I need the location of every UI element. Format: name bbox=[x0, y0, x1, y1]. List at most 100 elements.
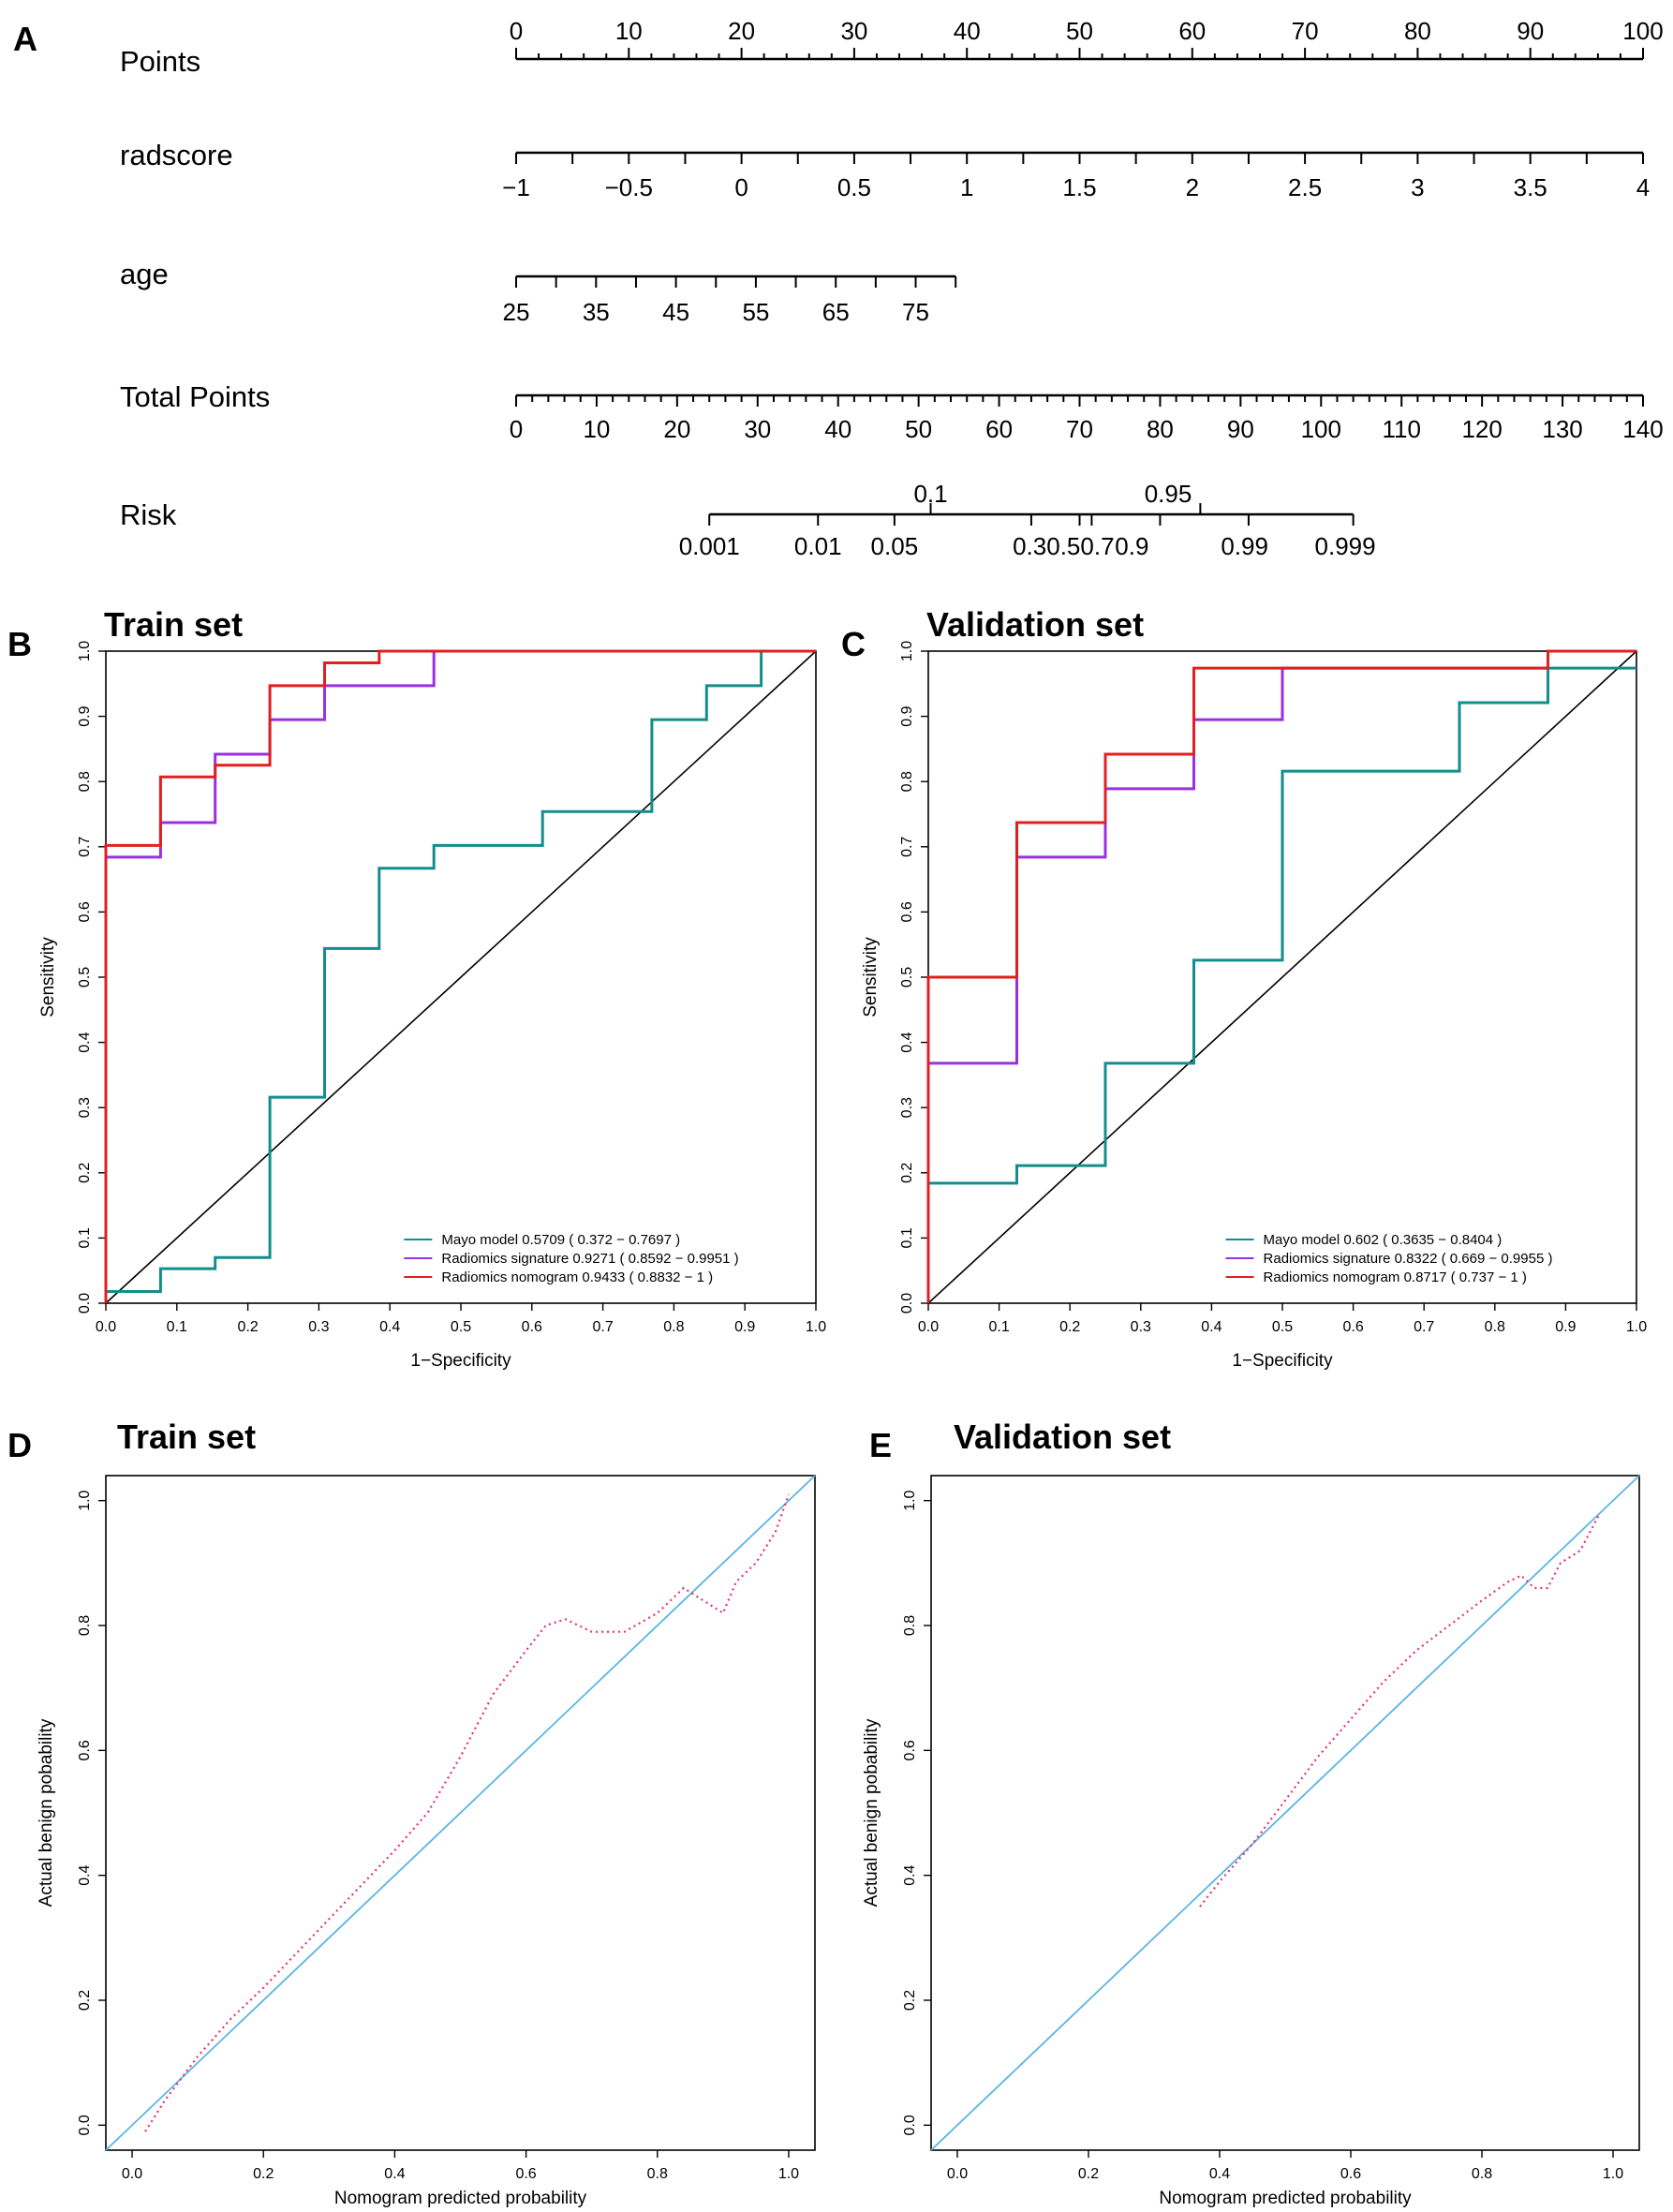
points-tick-label: 100 bbox=[1622, 17, 1663, 45]
y-tick-label: 0.1 bbox=[899, 1227, 915, 1248]
x-axis-label: Nomogram predicted probability bbox=[1159, 2189, 1412, 2208]
legend-entry: Radiomics signature 0.8322 ( 0.669 − 0.9… bbox=[1264, 1251, 1553, 1267]
age-tick-label: 35 bbox=[583, 298, 610, 326]
y-tick-label: 0.2 bbox=[77, 1990, 93, 2011]
panel-letter-b: B bbox=[7, 625, 32, 663]
panel-title: Train set bbox=[104, 605, 243, 644]
radscore-tick-label: 2.5 bbox=[1288, 173, 1322, 201]
y-tick-label: 0.8 bbox=[77, 771, 93, 792]
y-tick-label: 0.1 bbox=[77, 1227, 93, 1248]
x-tick-label: 0.0 bbox=[96, 1319, 116, 1335]
x-tick-label: 0.0 bbox=[947, 2166, 968, 2182]
y-axis-label: Actual benign pobability bbox=[862, 1718, 881, 1907]
radscore-tick-label: 1 bbox=[960, 173, 973, 201]
panel-letter-e: E bbox=[869, 1426, 892, 1464]
y-tick-label: 0.5 bbox=[77, 967, 93, 987]
x-tick-label: 0.8 bbox=[663, 1319, 684, 1335]
roc-curve-mayo-model bbox=[926, 666, 1636, 1303]
risk-tick-label-above: 0.1 bbox=[913, 480, 947, 508]
y-axis-label: Sensitivity bbox=[861, 937, 881, 1017]
age-tick-label: 55 bbox=[742, 298, 769, 326]
panel-title: Validation set bbox=[926, 605, 1144, 644]
roc-curve-mayo-model bbox=[104, 649, 816, 1303]
x-tick-label: 0.7 bbox=[1414, 1319, 1434, 1335]
y-tick-label: 0.4 bbox=[77, 1864, 93, 1885]
y-tick-label: 0.0 bbox=[77, 1293, 93, 1314]
total-points-tick-label: 60 bbox=[985, 415, 1013, 443]
total-points-tick-label: 10 bbox=[583, 415, 610, 443]
roc-curve-radiomics-nomogram bbox=[104, 649, 816, 1303]
y-tick-label: 0.0 bbox=[899, 1293, 915, 1314]
x-axis-label: Nomogram predicted probability bbox=[334, 2189, 587, 2208]
y-tick-label: 0.4 bbox=[899, 1032, 915, 1052]
risk-tick-label: 0.9 bbox=[1115, 532, 1148, 560]
ideal-reference-line bbox=[930, 1475, 1640, 2151]
panel-letter-a: A bbox=[13, 20, 37, 58]
risk-tick-label: 0.01 bbox=[794, 532, 842, 560]
points-tick-label: 0 bbox=[510, 17, 523, 45]
points-tick-label: 90 bbox=[1517, 17, 1544, 45]
x-tick-label: 0.6 bbox=[1340, 2166, 1361, 2182]
panel-letter-d: D bbox=[7, 1426, 32, 1464]
x-tick-label: 0.9 bbox=[734, 1319, 755, 1335]
risk-tick-label-above: 0.95 bbox=[1145, 480, 1192, 508]
total-points-tick-label: 50 bbox=[905, 415, 932, 443]
y-axis-label: Actual benign pobability bbox=[37, 1718, 56, 1907]
y-tick-label: 0.6 bbox=[899, 901, 915, 922]
panel-title: Train set bbox=[117, 1418, 256, 1456]
total-points-tick-label: 80 bbox=[1147, 415, 1174, 443]
plot-frame bbox=[105, 1475, 816, 2151]
plot-frame bbox=[930, 1475, 1640, 2151]
legend-entry: Radiomics nomogram 0.8717 ( 0.737 − 1 ) bbox=[1264, 1269, 1527, 1285]
total-points-tick-label: 120 bbox=[1461, 415, 1502, 443]
y-tick-label: 0.8 bbox=[77, 1615, 93, 1636]
calibration-validation-panel: Validation set 0.0 0.0 0.2 0.2 0.4 0.4 0.6 0.6 0.… bbox=[862, 1418, 1640, 2208]
points-tick-label: 50 bbox=[1066, 17, 1093, 45]
y-tick-label: 0.6 bbox=[77, 901, 93, 922]
x-tick-label: 0.2 bbox=[237, 1319, 258, 1335]
total-points-tick-label: 140 bbox=[1622, 415, 1663, 443]
x-tick-label: 0.2 bbox=[1078, 2166, 1099, 2182]
y-tick-label: 0.0 bbox=[902, 2115, 918, 2135]
points-tick-label: 70 bbox=[1292, 17, 1319, 45]
age-tick-label: 25 bbox=[503, 298, 530, 326]
legend-entry: Radiomics signature 0.9271 ( 0.8592 − 0.… bbox=[441, 1251, 738, 1267]
panel-title: Validation set bbox=[954, 1418, 1171, 1456]
total-points-tick-label: 70 bbox=[1066, 415, 1093, 443]
risk-tick-label: 0.99 bbox=[1221, 532, 1268, 560]
radscore-tick-label: 2 bbox=[1186, 173, 1199, 201]
x-tick-label: 0.8 bbox=[1472, 2166, 1492, 2182]
x-tick-label: 0.6 bbox=[522, 1319, 542, 1335]
x-tick-label: 0.0 bbox=[918, 1319, 939, 1335]
radscore-tick-label: 1.5 bbox=[1062, 173, 1096, 201]
x-tick-label: 0.5 bbox=[451, 1319, 471, 1335]
y-tick-label: 0.0 bbox=[77, 2115, 93, 2135]
x-axis-label: 1−Specificity bbox=[1232, 1351, 1333, 1371]
y-tick-label: 0.6 bbox=[77, 1740, 93, 1760]
x-tick-label: 1.0 bbox=[1626, 1319, 1647, 1335]
x-tick-label: 1.0 bbox=[806, 1319, 826, 1335]
chance-diagonal-line bbox=[927, 650, 1637, 1304]
age-tick-label: 45 bbox=[662, 298, 689, 326]
legend-entry: Radiomics nomogram 0.9433 ( 0.8832 − 1 ) bbox=[441, 1269, 713, 1285]
row-label-total-points: Total Points bbox=[120, 380, 270, 413]
legend-entry: Mayo model 0.5709 ( 0.372 − 0.7697 ) bbox=[441, 1232, 680, 1248]
row-label-age: age bbox=[120, 258, 169, 290]
total-points-tick-label: 40 bbox=[824, 415, 851, 443]
points-tick-label: 60 bbox=[1178, 17, 1206, 45]
x-tick-label: 0.4 bbox=[379, 1319, 400, 1335]
ideal-reference-line bbox=[105, 1475, 816, 2151]
y-tick-label: 0.4 bbox=[77, 1032, 93, 1052]
points-tick-label: 80 bbox=[1404, 17, 1431, 45]
x-tick-label: 0.2 bbox=[1059, 1319, 1080, 1335]
y-tick-label: 0.3 bbox=[77, 1097, 93, 1118]
x-tick-label: 0.1 bbox=[988, 1319, 1009, 1335]
calibration-train-panel: Train set 0.0 0.0 0.2 0.2 0.4 0.4 0.6 0.6 0.8 0.8 1… bbox=[37, 1418, 816, 2208]
roc-curve-radiomics-nomogram bbox=[926, 649, 1636, 1303]
radscore-tick-label: 0 bbox=[734, 173, 748, 201]
radscore-tick-label: −0.5 bbox=[605, 173, 653, 201]
x-tick-label: 0.2 bbox=[253, 2166, 274, 2182]
calibration-curve bbox=[1199, 1512, 1601, 1908]
total-points-tick-label: 0 bbox=[510, 415, 523, 443]
